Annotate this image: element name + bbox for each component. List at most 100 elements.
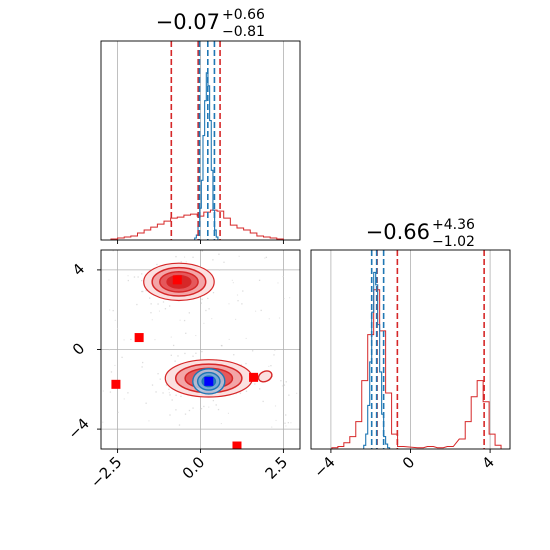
haze-point — [192, 407, 194, 409]
haze-point — [245, 390, 248, 392]
haze-point — [109, 391, 112, 393]
haze-point — [212, 399, 215, 402]
title-param-1: −0.07 +0.66−0.81 — [156, 7, 265, 40]
haze-point — [232, 282, 234, 284]
haze-point — [109, 309, 111, 311]
haze-point — [254, 383, 256, 385]
hist2-red-series-bin-4 — [356, 422, 362, 449]
haze-point — [277, 282, 279, 284]
panel-titles: −0.07 +0.66−0.81 −0.66 +4.36−1.02 — [156, 7, 475, 250]
haze-point — [273, 354, 275, 356]
haze-point — [141, 273, 143, 275]
joint-y-tick-label-1: 0 — [69, 339, 88, 358]
haze-point — [203, 322, 205, 324]
haze-point — [106, 227, 107, 228]
haze-point — [158, 310, 161, 312]
title-param-1-value: −0.07 — [156, 10, 220, 34]
hist2-red-series-bin-9 — [386, 393, 392, 449]
haze-point — [141, 366, 143, 368]
hist2-x-tick-label-1: 0 — [399, 453, 418, 472]
haze-point — [169, 394, 171, 396]
title-param-2-minus: −1.02 — [432, 234, 475, 250]
haze-point — [175, 255, 177, 258]
haze-point — [211, 318, 213, 320]
hist1-red-series-bin-3 — [131, 236, 138, 240]
haze-point — [220, 422, 222, 425]
haze-point — [184, 413, 187, 415]
haze-point — [108, 349, 110, 351]
hist2-red-series-bin-6 — [368, 335, 374, 449]
haze-point — [284, 422, 286, 424]
haze-point — [235, 318, 237, 320]
histogram-param-1 — [100, 40, 301, 244]
haze-point — [282, 276, 284, 278]
haze-point — [145, 402, 147, 404]
haze-point — [151, 319, 153, 321]
haze-point — [274, 349, 276, 351]
haze-point — [212, 291, 215, 294]
hist1-red-series-bin-22 — [257, 236, 264, 240]
haze-point — [121, 356, 123, 359]
red-marker-4 — [249, 372, 259, 382]
haze-point — [245, 337, 247, 339]
joint-frame — [100, 249, 301, 450]
haze-point — [201, 250, 203, 252]
haze-point — [270, 364, 272, 367]
haze-point — [215, 404, 217, 406]
hist1-red-series-bin-21 — [250, 233, 257, 240]
title-param-2: −0.66 +4.36−1.02 — [366, 217, 475, 250]
red-marker-3 — [111, 379, 121, 389]
haze-point — [235, 393, 237, 395]
hist2-red-series-bin-8 — [380, 331, 386, 449]
haze-point — [127, 275, 129, 277]
haze-point — [285, 425, 287, 427]
joint-x-tick-label-2: 2.5 — [262, 453, 292, 483]
haze-point — [162, 392, 164, 394]
haze-point — [165, 384, 168, 386]
haze-point — [149, 297, 151, 299]
haze-point — [112, 309, 114, 312]
hist2-red-series-bin-2 — [344, 443, 350, 449]
haze-point — [148, 420, 150, 422]
haze-point — [145, 289, 147, 292]
haze-point — [205, 309, 207, 312]
joint-contour-plot: −2.5 0.0 2.5 −4 0 4 — [64, 227, 301, 492]
haze-point — [114, 364, 116, 367]
haze-point — [150, 303, 152, 305]
hist1-red-series-bin-10 — [177, 217, 184, 240]
haze-point — [195, 352, 197, 354]
title-param-1-minus: −0.81 — [222, 24, 265, 40]
haze-point — [233, 354, 235, 356]
haze-point — [201, 350, 203, 353]
hist1-red-series-bin-18 — [230, 225, 237, 240]
title-param-2-value: −0.66 — [366, 220, 430, 244]
haze-point — [155, 391, 157, 393]
haze-point — [228, 338, 230, 340]
haze-point — [218, 269, 221, 271]
haze-point — [102, 390, 104, 392]
haze-point — [188, 409, 191, 412]
haze-point — [123, 339, 125, 341]
haze-point — [141, 279, 143, 282]
haze-point — [239, 392, 242, 394]
haze-point — [172, 344, 175, 347]
haze-point — [245, 362, 247, 365]
haze-point — [278, 317, 281, 319]
haze-point — [142, 290, 144, 293]
haze-point — [133, 276, 136, 278]
haze-point — [188, 312, 190, 314]
haze-point — [185, 261, 187, 263]
haze-point — [283, 297, 285, 300]
haze-point — [91, 444, 92, 445]
haze-point — [199, 408, 202, 410]
haze-point — [184, 352, 186, 355]
haze-point — [238, 255, 240, 257]
haze-point — [192, 256, 194, 258]
hist2-red-series-bin-19 — [477, 381, 483, 449]
haze-point — [241, 303, 243, 305]
haze-point — [150, 312, 152, 314]
haze-point — [289, 297, 291, 299]
hist1-red-series-bin-8 — [164, 221, 171, 240]
haze-point — [237, 300, 239, 302]
